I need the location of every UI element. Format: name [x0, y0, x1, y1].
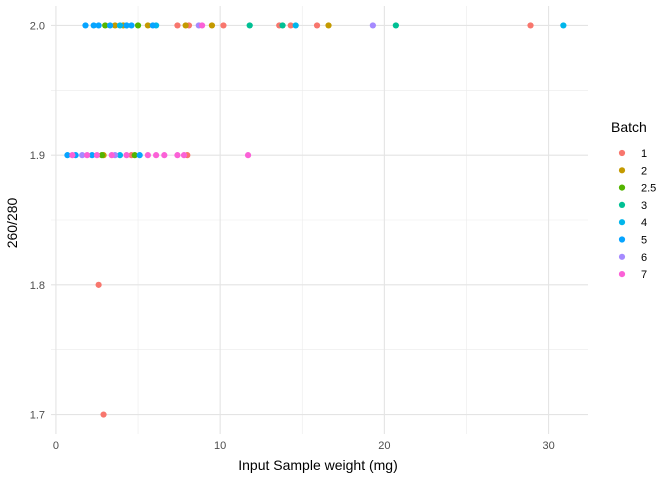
data-point-batch-1	[287, 22, 294, 29]
data-point-batch-7	[123, 152, 130, 159]
y-tick-label: 2.0	[30, 20, 45, 32]
data-points	[64, 22, 567, 418]
legend-label-batch-2: 2	[641, 165, 647, 177]
y-axis-title: 260/280	[4, 197, 20, 248]
data-point-batch-7	[84, 152, 91, 159]
data-point-batch-5	[88, 152, 96, 159]
legend-title: Batch	[611, 119, 647, 135]
x-tick-label: 0	[53, 440, 59, 452]
legend-items: 1 2 2.5 3 4 5 6 7	[618, 148, 656, 281]
data-point-batch-1	[95, 281, 102, 288]
legend-key-batch-4	[618, 219, 626, 226]
legend-key-batch-3	[618, 201, 626, 208]
data-point-batch-1	[174, 22, 181, 29]
data-point-batch-1	[100, 411, 107, 418]
data-point-batch-3	[279, 22, 286, 29]
legend-label-batch-3: 3	[641, 200, 647, 212]
data-point-batch-2	[208, 22, 216, 29]
data-point-batch-2.5	[102, 22, 109, 29]
data-point-batch-7	[180, 152, 188, 159]
legend: Batch 1 2 2.5 3 4 5 6 7	[611, 119, 656, 281]
data-point-batch-2	[111, 22, 119, 29]
data-point-batch-4	[292, 22, 299, 29]
data-point-batch-5	[90, 22, 97, 29]
y-tick-label: 1.9	[30, 150, 45, 162]
legend-label-batch-2.5: 2.5	[641, 183, 656, 195]
data-point-batch-7	[144, 152, 151, 159]
legend-key-batch-1	[618, 149, 626, 157]
data-point-batch-4	[560, 22, 567, 29]
x-axis-ticks: 0 10 20 30	[53, 440, 555, 452]
y-tick-label: 1.8	[30, 280, 45, 292]
data-point-batch-5	[149, 22, 156, 29]
legend-key-batch-6	[618, 253, 626, 260]
data-point-batch-2.5	[134, 22, 142, 29]
legend-key-batch-7	[618, 271, 626, 278]
data-point-batch-6	[79, 152, 86, 159]
data-point-batch-2	[325, 22, 332, 29]
data-point-batch-4	[116, 152, 124, 159]
y-tick-label: 1.7	[30, 410, 45, 422]
data-point-batch-7	[244, 152, 252, 159]
plot-panel	[51, 6, 588, 434]
data-point-batch-5	[123, 22, 130, 29]
data-point-batch-3	[246, 22, 253, 29]
data-point-batch-7	[174, 152, 181, 159]
x-tick-label: 10	[214, 440, 226, 452]
data-point-batch-7	[69, 152, 76, 159]
legend-key-batch-2	[618, 167, 626, 174]
x-tick-label: 30	[542, 440, 554, 452]
data-point-batch-7	[198, 22, 206, 29]
data-point-batch-1	[313, 22, 321, 29]
data-point-batch-4	[116, 22, 124, 29]
legend-label-batch-4: 4	[641, 217, 647, 229]
y-axis-ticks: 1.7 1.8 1.9 2.0	[30, 20, 45, 421]
data-point-batch-2	[182, 22, 189, 29]
data-point-batch-7	[153, 152, 160, 159]
legend-label-batch-6: 6	[641, 252, 647, 264]
data-point-batch-1	[220, 22, 227, 29]
data-point-batch-2	[144, 22, 151, 29]
data-point-batch-5	[107, 22, 114, 29]
data-point-batch-5	[82, 22, 89, 29]
data-point-batch-5	[136, 152, 143, 159]
data-point-batch-1	[527, 22, 534, 29]
data-point-batch-6	[369, 22, 376, 29]
data-point-batch-5	[64, 152, 71, 159]
x-axis-title: Input Sample weight (mg)	[238, 457, 398, 473]
data-point-batch-7	[108, 152, 115, 159]
legend-key-batch-2.5	[618, 184, 626, 191]
x-tick-label: 20	[378, 440, 390, 452]
legend-label-batch-1: 1	[641, 148, 647, 160]
data-point-batch-7	[161, 152, 168, 159]
data-point-batch-3	[392, 22, 399, 29]
legend-label-batch-5: 5	[641, 235, 647, 247]
data-point-batch-2.5	[131, 152, 138, 159]
data-point-batch-5	[95, 22, 102, 29]
data-point-batch-2.5	[98, 152, 106, 159]
minor-gridlines	[51, 6, 588, 434]
data-point-batch-7	[93, 152, 101, 159]
legend-label-batch-7: 7	[641, 269, 647, 281]
legend-key-batch-5	[618, 236, 626, 243]
data-point-batch-5	[128, 22, 135, 29]
